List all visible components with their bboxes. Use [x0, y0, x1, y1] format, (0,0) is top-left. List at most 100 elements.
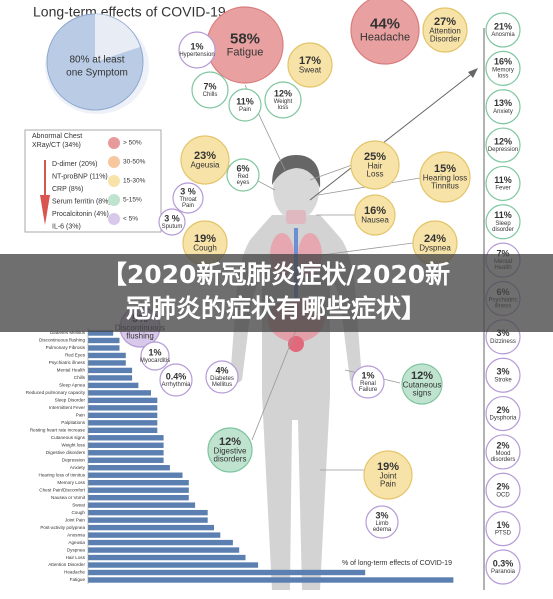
bar	[88, 442, 164, 448]
bubble-label: flushing	[126, 332, 154, 341]
bar-label: Anosmia	[67, 532, 85, 537]
bubble	[351, 365, 385, 399]
bar	[88, 375, 133, 381]
bubble-percent: 17%	[299, 55, 321, 67]
bubble	[485, 511, 521, 547]
lab-test: CRP (8%)	[52, 186, 83, 193]
bubble-label: Cutaneous	[403, 381, 442, 390]
lab-test: Procalcitonin (4%)	[52, 211, 109, 218]
scale-swatch	[108, 137, 120, 149]
bar-label: Reduced pulmonary capacity	[26, 390, 86, 395]
bubble-label: Hair	[368, 162, 383, 171]
bubble-label: Ageusia	[191, 161, 220, 170]
bar-label: Cough	[71, 510, 85, 515]
bubble	[485, 204, 521, 240]
bubble-percent: 2%	[496, 405, 509, 415]
lab-test: IL-6 (3%)	[52, 223, 81, 230]
bubble	[401, 363, 443, 405]
bubble-percent: 12%	[411, 370, 433, 382]
bar-label: Palpitations	[61, 420, 85, 425]
bar	[88, 330, 114, 336]
bubble	[485, 12, 521, 48]
bubble	[205, 360, 239, 394]
bubble-label: Cough	[193, 244, 217, 253]
scale-label: > 50%	[123, 140, 142, 147]
bubble-label: Attention	[429, 27, 461, 36]
bar	[88, 352, 126, 359]
bubble	[485, 127, 521, 163]
bubble-percent: 12%	[274, 88, 292, 98]
bubble	[419, 151, 471, 203]
bar-label: Digestive disorders	[46, 450, 86, 455]
bubble	[485, 549, 521, 585]
bubble-label: signs	[413, 389, 432, 398]
bar-label: Resting heart rate increase	[30, 428, 86, 433]
bubble-percent: 7%	[203, 81, 216, 91]
bubble-percent: 24%	[424, 233, 446, 245]
bubble	[422, 7, 468, 53]
bar-label: Chills	[74, 375, 86, 380]
bubble-percent: 11%	[494, 210, 512, 220]
bar-label: Mental Health	[57, 368, 86, 373]
bubble-percent: 23%	[194, 150, 216, 162]
bubble-percent: 1%	[496, 520, 509, 530]
bubble-label: Red	[237, 174, 248, 180]
bubble-percent: 3%	[496, 367, 509, 377]
bar	[88, 472, 183, 478]
bar-label: Ageusia	[68, 540, 85, 545]
bubble-label: Limb	[375, 521, 389, 527]
bubble-label: Anosmia	[491, 32, 515, 38]
bubble-label: Sputum	[162, 224, 183, 230]
bubble-label: Dysphoria	[489, 416, 517, 422]
bubble-label: disorder	[492, 227, 514, 233]
bubble-percent: 58%	[230, 30, 260, 47]
bubble-label: Memory	[492, 67, 514, 73]
bubble-label: Weight	[274, 99, 293, 105]
arrow-head	[468, 68, 478, 78]
summary-line: 80% at least	[69, 55, 124, 66]
bubble-label: Disorder	[430, 35, 461, 44]
bar-label: Fatigue	[70, 577, 86, 582]
bubble	[287, 42, 333, 88]
scale-label: 30-50%	[123, 159, 146, 166]
bubble-label: Dizziness	[490, 339, 516, 345]
bar	[88, 517, 208, 523]
bubble-label: Pain	[239, 107, 251, 113]
bubble-label: disorders	[214, 455, 247, 464]
bubble-label: Pain	[380, 480, 396, 489]
bubble-label: OCD	[496, 492, 510, 498]
bubble-label: Myocarditis	[140, 358, 170, 364]
bubble	[485, 50, 521, 86]
bubble-label: Pain	[182, 203, 194, 209]
bar	[88, 382, 139, 389]
bubble-percent: 3%	[496, 328, 509, 338]
bubble-percent: 12%	[219, 436, 241, 448]
lab-test: Serum ferritin (8%)	[52, 198, 111, 205]
bubble	[178, 31, 216, 69]
bubble	[140, 341, 170, 371]
bubble-percent: 11%	[236, 96, 254, 106]
bar	[88, 554, 246, 561]
bubble-label: Throat	[179, 197, 197, 203]
bar-label: Depression	[62, 457, 86, 462]
bar	[88, 457, 164, 463]
bar-label: Psychiatric illness	[49, 360, 86, 365]
bubble-label: Joint	[380, 472, 398, 481]
bar-label: Hearing loss of tinnitus	[39, 472, 86, 477]
bubble	[350, 140, 400, 190]
bar-label: Diabetes Mellitus	[50, 330, 86, 335]
legend-arrow	[40, 195, 50, 225]
bar	[88, 360, 126, 366]
bubble-percent: 7%	[496, 249, 509, 259]
bubble-label: Fatigue	[227, 46, 264, 58]
banner-line: 【2020新冠肺炎症状/2020新	[102, 260, 450, 289]
bar	[88, 405, 158, 411]
bar-label: Joint Pain	[65, 517, 86, 522]
bar-label: Attention Disorder	[48, 562, 85, 567]
bar-label: Discontinuous flushing	[39, 338, 85, 343]
bar-label: Sweat	[72, 502, 85, 507]
scale-swatch	[108, 194, 120, 206]
scale-swatch	[108, 213, 120, 225]
bar-label: Red Eyes	[65, 353, 86, 358]
